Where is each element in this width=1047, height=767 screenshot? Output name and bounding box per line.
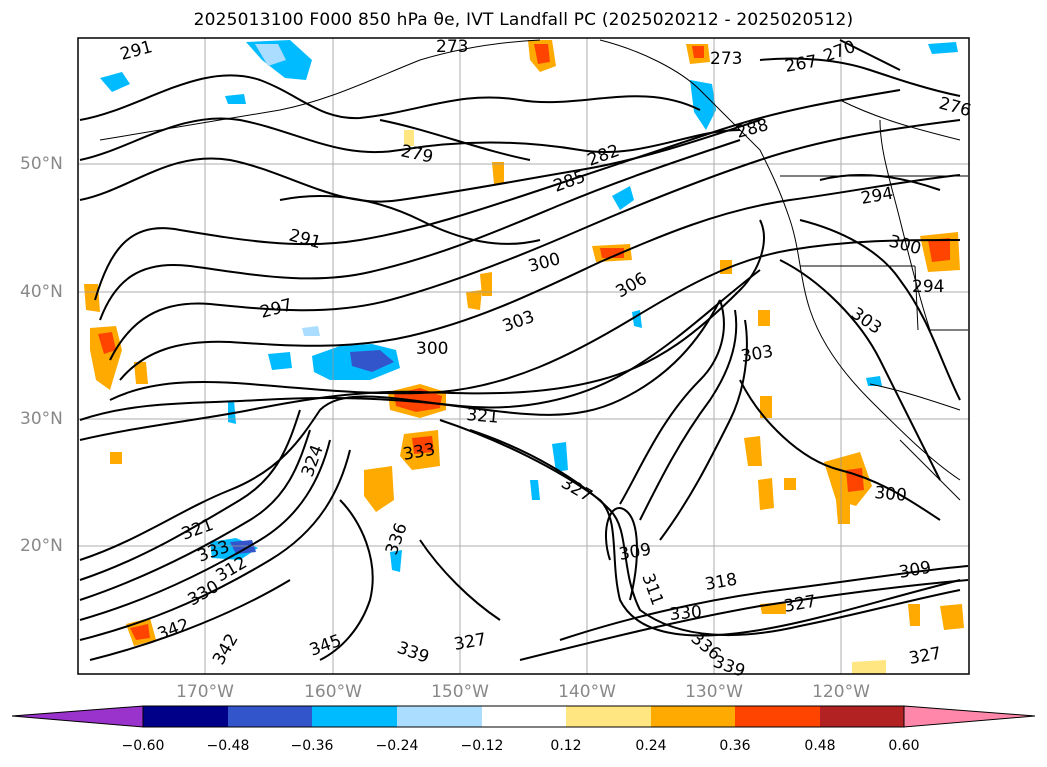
colorbar-tick: 0.36 (719, 738, 751, 754)
colorbar-bin (820, 706, 904, 727)
colorbar-tick: 0.48 (804, 738, 836, 754)
coastlines (99, 39, 968, 501)
colorbar-bin (651, 706, 735, 727)
colorbar-tick: −0.24 (375, 738, 419, 754)
colorbar-extend-low (11, 705, 144, 728)
theta-e-contours (79, 39, 969, 661)
lat-label: 30°N (20, 409, 63, 429)
colorbar-tick: −0.48 (206, 738, 250, 754)
lon-label: 120°W (812, 682, 870, 702)
lon-label: 150°W (431, 682, 489, 702)
colorbar-bin (143, 706, 228, 727)
contour-label: 273 (710, 49, 742, 69)
colorbar-tick: 0.24 (635, 738, 667, 754)
lon-label: 160°W (304, 682, 362, 702)
colorbar-tick: 0.60 (888, 738, 920, 754)
colorbar-bin (482, 706, 566, 727)
colorbar-tick: 0.12 (550, 738, 582, 754)
shaded-anomalies (84, 40, 964, 674)
gridlines (78, 38, 969, 674)
colorbar-bin (397, 706, 482, 727)
map-title: 2025013100 F000 850 hPa θe, IVT Landfall… (193, 10, 854, 30)
contour-label: 294 (912, 277, 944, 297)
colorbar-bin (312, 706, 397, 727)
contour-label: 273 (436, 37, 468, 57)
contour-label: 300 (416, 339, 448, 359)
colorbar (11, 705, 1036, 728)
colorbar-bin (228, 706, 312, 727)
lat-label: 50°N (20, 154, 63, 174)
colorbar-bin (735, 706, 820, 727)
contour-label: 321 (466, 405, 500, 428)
colorbar-bin (566, 706, 651, 727)
colorbar-tick: −0.12 (460, 738, 504, 754)
colorbar-extend-high (903, 705, 1036, 728)
lat-label: 40°N (20, 282, 63, 302)
colorbar-tick: −0.36 (290, 738, 334, 754)
lon-label: 130°W (685, 682, 743, 702)
lon-label: 140°W (558, 682, 616, 702)
contour-label: 300 (874, 483, 908, 506)
colorbar-tick: −0.60 (121, 738, 165, 754)
lat-label: 20°N (20, 536, 63, 556)
contour-label: 330 (669, 602, 703, 625)
lon-label: 170°W (176, 682, 234, 702)
